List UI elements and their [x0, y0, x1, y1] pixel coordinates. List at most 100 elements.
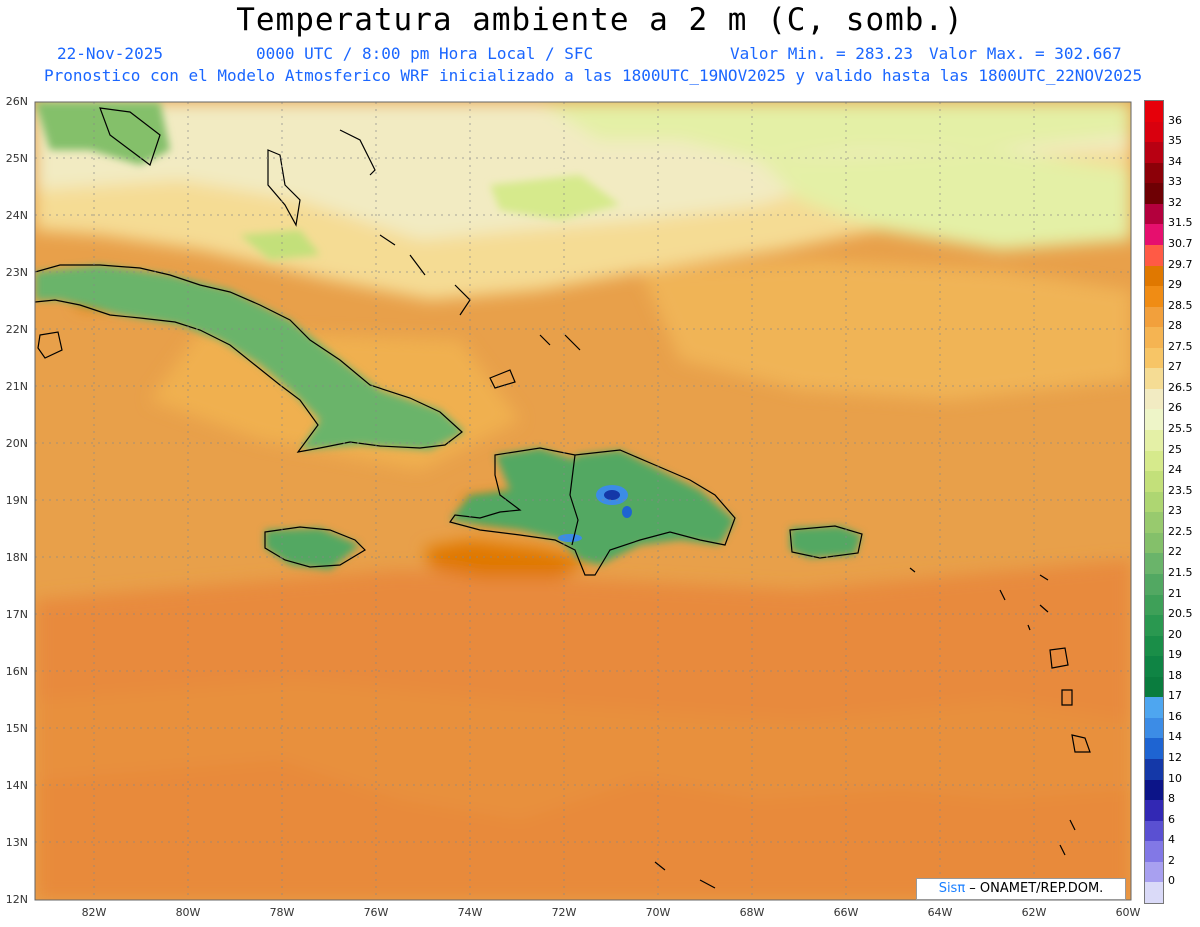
max-value: Valor Max. = 302.667	[929, 44, 1122, 63]
colorbar-swatch	[1145, 532, 1163, 554]
colorbar-swatch	[1145, 717, 1163, 739]
colorbar-swatch	[1145, 491, 1163, 513]
colorbar-swatch	[1145, 635, 1163, 657]
min-value: Valor Min. = 283.23	[730, 44, 914, 63]
colorbar-swatch	[1145, 841, 1163, 863]
credit-text: – ONAMET/REP.DOM.	[965, 881, 1104, 896]
forecast-subtitle: Pronostico con el Modelo Atmosferico WRF…	[44, 66, 1143, 85]
longitude-label: 68W	[739, 906, 765, 919]
colorbar-swatch	[1145, 368, 1163, 390]
credit-brand: Sisπ	[938, 881, 966, 896]
coastlines	[35, 107, 1091, 889]
colorbar-label: 8	[1168, 792, 1175, 806]
map-frame	[34, 101, 1132, 901]
colorbar-label: 33	[1168, 175, 1182, 189]
colorbar-swatch	[1145, 121, 1163, 143]
longitude-label: 66W	[833, 906, 859, 919]
latitude-label: 22N	[5, 323, 28, 336]
colorbar-swatch	[1145, 800, 1163, 822]
colorbar-label: 25.5	[1168, 422, 1193, 436]
colorbar-label: 20.5	[1168, 607, 1193, 621]
longitude-label: 60W	[1115, 906, 1141, 919]
latitude-label: 20N	[5, 437, 28, 450]
temperature-field	[35, 102, 1131, 900]
latitude-label: 19N	[5, 494, 28, 507]
colorbar-swatch	[1145, 861, 1163, 883]
colorbar-label: 30.7	[1168, 236, 1193, 250]
colorbar-swatch	[1145, 450, 1163, 472]
colorbar-swatch	[1145, 347, 1163, 369]
colorbar-swatch	[1145, 573, 1163, 596]
colorbar-swatch	[1145, 101, 1163, 123]
longitude-label: 70W	[645, 906, 671, 919]
longitude-label: 76W	[363, 906, 389, 919]
colorbar-swatch	[1145, 738, 1163, 760]
colorbar	[1144, 100, 1164, 904]
colorbar-swatch	[1145, 882, 1163, 904]
colorbar-label: 20	[1168, 627, 1182, 641]
colorbar-label: 32	[1168, 195, 1182, 209]
latitude-label: 13N	[5, 836, 28, 849]
colorbar-swatch	[1145, 183, 1163, 205]
colorbar-swatch	[1145, 409, 1163, 431]
colorbar-label: 18	[1168, 668, 1182, 682]
colorbar-label: 29	[1168, 278, 1182, 292]
colorbar-label: 26.5	[1168, 380, 1193, 394]
colorbar-swatch	[1145, 471, 1163, 493]
colorbar-label: 23	[1168, 504, 1182, 518]
longitude-label: 78W	[269, 906, 295, 919]
latitude-label: 23N	[5, 266, 28, 279]
colorbar-label: 28	[1168, 319, 1182, 333]
colorbar-swatch	[1145, 676, 1163, 698]
colorbar-label: 2	[1168, 853, 1175, 867]
colorbar-label: 0	[1168, 874, 1175, 888]
colorbar-label: 16	[1168, 709, 1182, 723]
colorbar-swatch	[1145, 759, 1163, 781]
colorbar-label: 28.5	[1168, 298, 1193, 312]
colorbar-swatch	[1145, 327, 1163, 349]
latitude-label: 17N	[5, 608, 28, 621]
colorbar-label: 14	[1168, 730, 1182, 744]
longitude-label: 64W	[927, 906, 953, 919]
colorbar-label: 24	[1168, 463, 1182, 477]
colorbar-swatch	[1145, 224, 1163, 246]
colorbar-swatch	[1145, 286, 1163, 308]
colorbar-swatch	[1145, 162, 1163, 184]
colorbar-label: 27	[1168, 360, 1182, 374]
longitude-label: 74W	[457, 906, 483, 919]
colorbar-label: 10	[1168, 771, 1182, 785]
colorbar-label: 19	[1168, 648, 1182, 662]
longitude-label: 82W	[81, 906, 107, 919]
map-title: Temperatura ambiente a 2 m (C, somb.)	[236, 2, 964, 38]
colorbar-swatch	[1145, 820, 1163, 842]
graticule	[35, 102, 1131, 900]
latitude-label: 16N	[5, 665, 28, 678]
colorbar-swatch	[1145, 615, 1163, 637]
colorbar-label: 31.5	[1168, 216, 1193, 230]
colorbar-label: 35	[1168, 134, 1182, 148]
colorbar-swatch	[1145, 142, 1163, 164]
colorbar-swatch	[1145, 244, 1163, 266]
colorbar-label: 17	[1168, 689, 1182, 703]
colorbar-label: 22.5	[1168, 524, 1193, 538]
colorbar-label: 22	[1168, 545, 1182, 559]
colorbar-swatch	[1145, 306, 1163, 328]
longitude-label: 62W	[1021, 906, 1047, 919]
latitude-label: 14N	[5, 779, 28, 792]
colorbar-label: 23.5	[1168, 483, 1193, 497]
colorbar-swatch	[1145, 594, 1163, 616]
colorbar-swatch	[1145, 203, 1163, 225]
colorbar-label: 21	[1168, 586, 1182, 600]
credit-box: Sisπ – ONAMET/REP.DOM.	[916, 878, 1126, 900]
colorbar-swatch	[1145, 656, 1163, 678]
colorbar-label: 36	[1168, 113, 1182, 127]
latitude-label: 15N	[5, 722, 28, 735]
longitude-label: 80W	[175, 906, 201, 919]
time-label: 0000 UTC / 8:00 pm Hora Local / SFC	[256, 44, 594, 63]
colorbar-swatch	[1145, 779, 1163, 801]
colorbar-swatch	[1145, 697, 1163, 719]
colorbar-swatch	[1145, 430, 1163, 452]
colorbar-label: 29.7	[1168, 257, 1193, 271]
colorbar-label: 4	[1168, 833, 1175, 847]
